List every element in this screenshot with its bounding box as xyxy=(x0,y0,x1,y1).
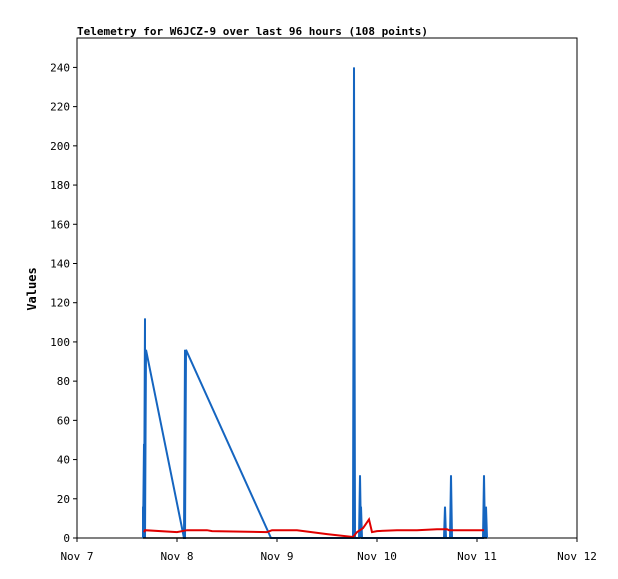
x-tick-label: Nov 9 xyxy=(260,550,293,563)
x-tick-label: Nov 12 xyxy=(557,550,597,563)
x-tick-label: Nov 8 xyxy=(160,550,193,563)
y-tick-label: 160 xyxy=(50,218,70,231)
plot-layer: 0 20 40 60 80 100 120 140 160 180 200 220 240 Nov 7 No… xyxy=(50,37,597,563)
y-tick-label: 100 xyxy=(50,336,70,349)
y-tick-label: 200 xyxy=(50,140,70,153)
y-tick-label: 120 xyxy=(50,297,70,310)
y-tick-label: 240 xyxy=(50,61,70,74)
x-tick-label: Nov 7 xyxy=(60,550,93,563)
y-tick-label: 180 xyxy=(50,179,70,192)
x-tick-label: Nov 10 xyxy=(357,550,397,563)
series-line-2 xyxy=(143,516,484,539)
y-tick-label: 140 xyxy=(50,257,70,270)
chart-title: Telemetry for W6JCZ-9 over last 96 hours… xyxy=(77,25,428,38)
y-tick-label: 220 xyxy=(50,101,70,114)
y-tick-label: 0 xyxy=(63,532,70,545)
y-tick-label: 20 xyxy=(57,493,70,506)
y-tick-label: 40 xyxy=(57,454,70,467)
y-tick-label: 60 xyxy=(57,414,70,427)
x-tick-label: Nov 11 xyxy=(457,550,497,563)
y-tick-label: 80 xyxy=(57,375,70,388)
y-axis-title: Values xyxy=(25,267,39,310)
